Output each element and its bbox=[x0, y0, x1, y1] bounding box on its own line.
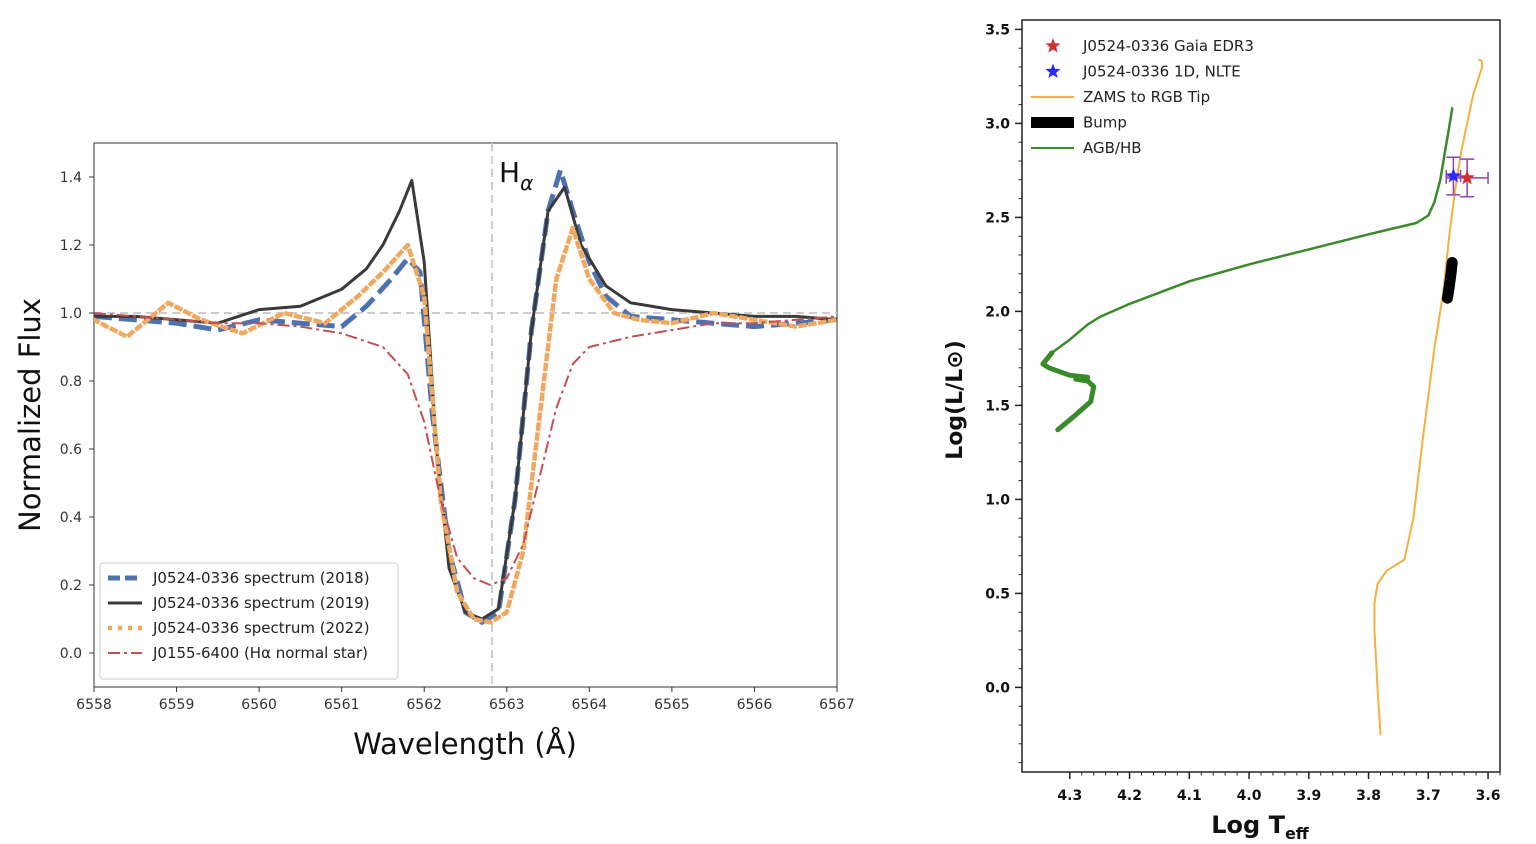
star-marker bbox=[1445, 168, 1461, 183]
y-tick-label-1: 0.0 bbox=[60, 646, 82, 662]
y-tick-label-1: 0.2 bbox=[60, 578, 82, 594]
legend-2: J0524-0336 Gaia EDR3 J0524-0336 1D, NLTE Z… bbox=[1031, 37, 1254, 157]
plot-area-2 bbox=[1021, 19, 1501, 773]
y-tick-label-1: 1.0 bbox=[60, 306, 82, 322]
y-tick-label-1: 0.4 bbox=[60, 510, 82, 526]
spectrum-chart: 6558 6559 6560 6561 6562 6563 6564 6565 6566 6567… bbox=[13, 142, 855, 761]
y-axis-title-1: Normalized Flux bbox=[13, 298, 47, 532]
y-tick-label-2: 3.5 bbox=[985, 22, 1010, 38]
y-tick-label-2: 3.0 bbox=[985, 116, 1010, 132]
x-tick-label-1: 6559 bbox=[159, 697, 195, 713]
y-tick-label-1: 1.4 bbox=[60, 170, 82, 186]
y-tick-label-1: 1.2 bbox=[60, 238, 82, 254]
legend-swatch-2 bbox=[1045, 63, 1061, 78]
x-tick-label-2: 3.8 bbox=[1356, 788, 1381, 804]
y-tick-label-2: 1.5 bbox=[985, 398, 1010, 414]
x-tick-label-1: 6561 bbox=[324, 697, 360, 713]
legend-label-2: AGB/HB bbox=[1083, 139, 1142, 157]
series-line-4 bbox=[94, 312, 837, 586]
hr-track-4 bbox=[1441, 257, 1458, 304]
series-line-2 bbox=[94, 178, 837, 621]
y-tick-label-2: 0.5 bbox=[985, 586, 1010, 602]
y-axis-title-2: Log(L/L⊙) bbox=[943, 340, 968, 460]
x-tick-label-1: 6558 bbox=[76, 697, 112, 713]
legend-label-1: J0524-0336 spectrum (2022) bbox=[152, 619, 370, 637]
x-tick-label-2: 4.0 bbox=[1237, 788, 1262, 804]
x-tick-label-2: 3.6 bbox=[1476, 788, 1501, 804]
x-axis-title-2: Log Teff bbox=[1211, 811, 1310, 843]
x-tick-label-1: 6560 bbox=[241, 697, 277, 713]
y-tick-label-2: 1.0 bbox=[985, 492, 1010, 508]
legend-label-1: J0524-0336 spectrum (2019) bbox=[152, 594, 370, 612]
x-tick-label-2: 4.1 bbox=[1177, 788, 1202, 804]
legend-swatch-2 bbox=[1045, 38, 1061, 53]
x-tick-label-1: 6567 bbox=[819, 697, 855, 713]
legend-label-2: J0524-0336 Gaia EDR3 bbox=[1082, 37, 1254, 55]
x-tick-label-2: 3.7 bbox=[1416, 788, 1441, 804]
hr-diagram-chart: 4.3 4.2 4.1 4.0 3.9 3.8 3.7 3.6 0.0 0.5 1.0 1.5 2.0 2… bbox=[943, 19, 1501, 843]
legend-label-2: J0524-0336 1D, NLTE bbox=[1082, 63, 1241, 81]
hr-track-3 bbox=[1373, 58, 1484, 736]
y-tick-label-1: 0.8 bbox=[60, 374, 82, 390]
y-tick-label-2: 2.0 bbox=[985, 304, 1010, 320]
x-axis-title-1: Wavelength (Å) bbox=[353, 727, 577, 761]
y-tick-label-2: 2.5 bbox=[985, 210, 1010, 226]
legend-label-1: J0155-6400 (Hα normal star) bbox=[152, 644, 368, 662]
legend-label-2: Bump bbox=[1083, 114, 1127, 132]
h-alpha-annotation: Hα bbox=[499, 156, 533, 195]
legend-1: J0524-0336 spectrum (2018) J0524-0336 spe… bbox=[99, 562, 399, 680]
y-tick-label-1: 0.6 bbox=[60, 442, 82, 458]
x-tick-label-1: 6562 bbox=[406, 697, 442, 713]
x-tick-label-1: 6563 bbox=[489, 697, 525, 713]
x-tick-label-2: 4.3 bbox=[1057, 788, 1082, 804]
x-tick-label-2: 4.2 bbox=[1117, 788, 1142, 804]
star-marker bbox=[1459, 169, 1475, 185]
x-tick-label-1: 6564 bbox=[572, 697, 608, 713]
x-tick-label-1: 6566 bbox=[737, 697, 773, 713]
x-tick-label-2: 3.9 bbox=[1296, 788, 1321, 804]
hb-loop bbox=[1040, 350, 1097, 433]
legend-label-1: J0524-0336 spectrum (2018) bbox=[152, 569, 370, 587]
legend-label-2: ZAMS to RGB Tip bbox=[1083, 88, 1210, 106]
y-tick-label-2: 0.0 bbox=[985, 680, 1010, 696]
x-tick-label-1: 6565 bbox=[654, 697, 690, 713]
